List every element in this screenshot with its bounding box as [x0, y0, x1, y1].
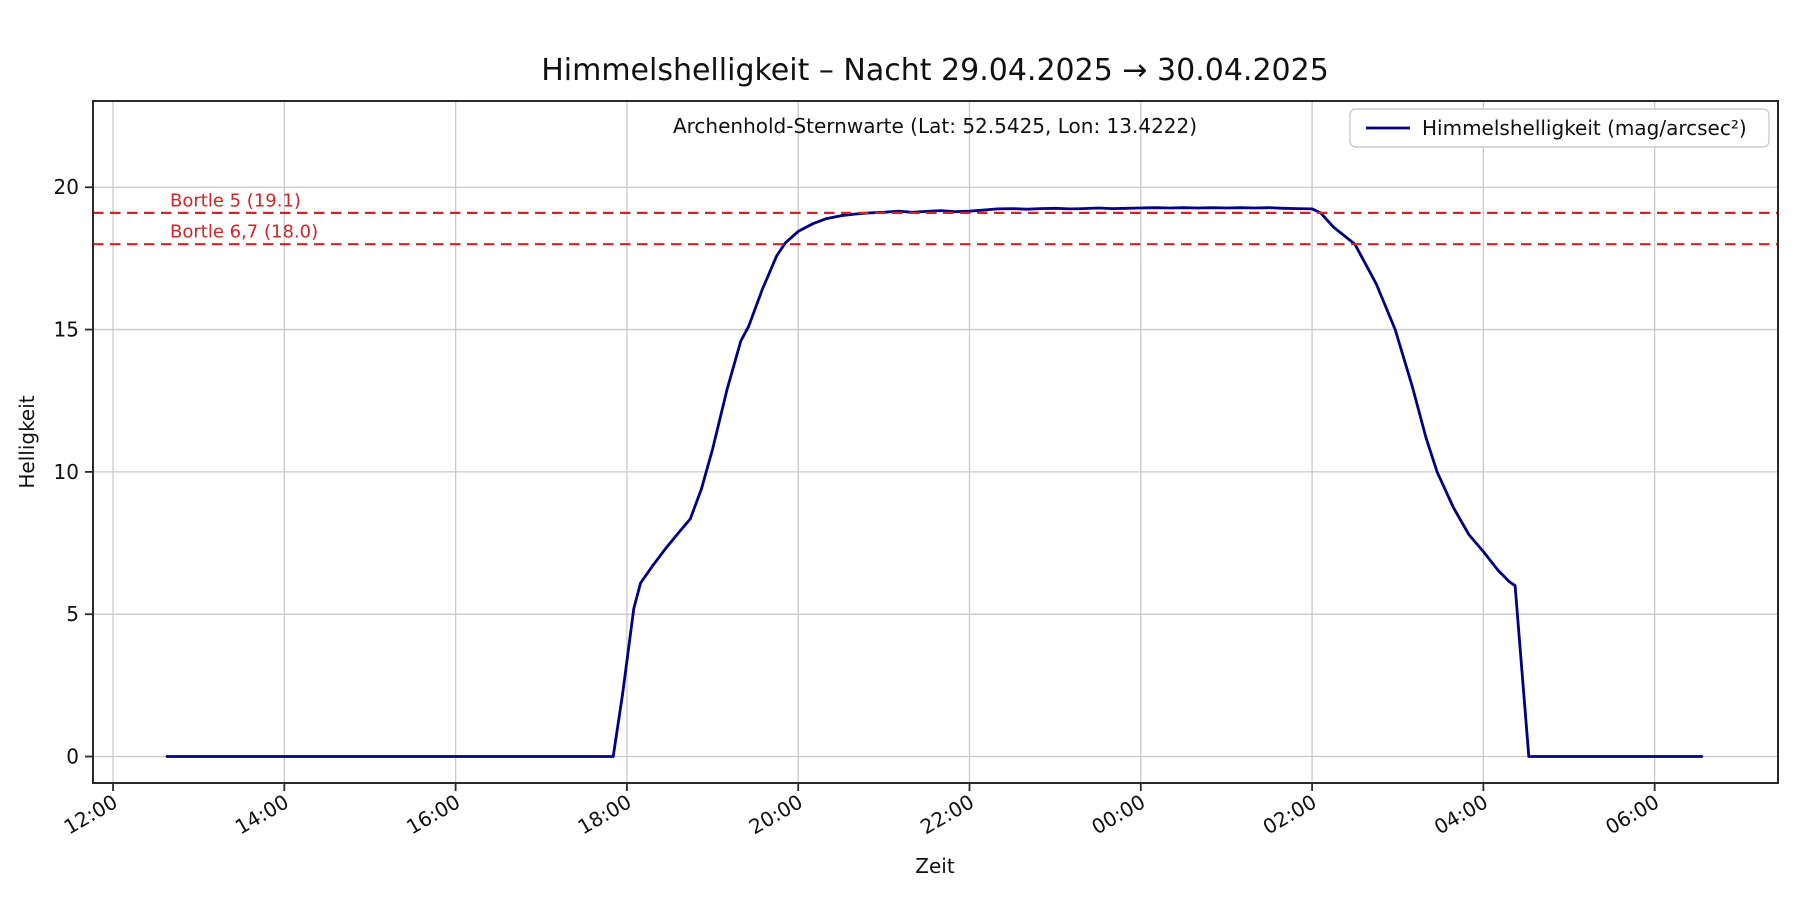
chart-title: Himmelshelligkeit – Nacht 29.04.2025 → 3…	[541, 53, 1329, 88]
x-tick-label: 18:00	[573, 790, 635, 840]
legend: Himmelshelligkeit (mag/arcsec²)	[1349, 108, 1770, 148]
x-tick-label: 20:00	[745, 790, 807, 840]
y-tick-label: 20	[54, 175, 79, 199]
y-axis-label: Helligkeit	[15, 395, 39, 488]
y-tick-label: 5	[66, 602, 79, 626]
y-tick-label: 10	[54, 460, 79, 484]
y-tick-label: 15	[54, 318, 79, 342]
grid-layer	[93, 101, 1778, 783]
chart-subtitle: Archenhold-Sternwarte (Lat: 52.5425, Lon…	[673, 114, 1197, 138]
y-tick-label: 0	[66, 745, 79, 769]
series-line	[165, 206, 1704, 758]
x-tick-label: 12:00	[60, 790, 122, 840]
legend-entry-label: Himmelshelligkeit (mag/arcsec²)	[1422, 116, 1747, 140]
x-tick-label: 00:00	[1087, 790, 1149, 840]
series-layer	[165, 206, 1704, 758]
threshold-label: Bortle 6,7 (18.0)	[170, 222, 318, 243]
x-tick-label: 02:00	[1259, 790, 1321, 840]
x-axis-label: Zeit	[915, 854, 955, 878]
axes-spines	[92, 100, 1779, 784]
x-tick-label: 16:00	[402, 790, 464, 840]
x-tick-label: 22:00	[916, 790, 978, 840]
x-tick-label: 06:00	[1601, 790, 1663, 840]
x-tick-label: 04:00	[1430, 790, 1492, 840]
threshold-label: Bortle 5 (19.1)	[170, 190, 301, 211]
legend-box	[1349, 108, 1770, 148]
threshold-layer: Bortle 5 (19.1) Bortle 6,7 (18.0)	[93, 190, 1778, 246]
x-tick-label: 14:00	[231, 790, 293, 840]
